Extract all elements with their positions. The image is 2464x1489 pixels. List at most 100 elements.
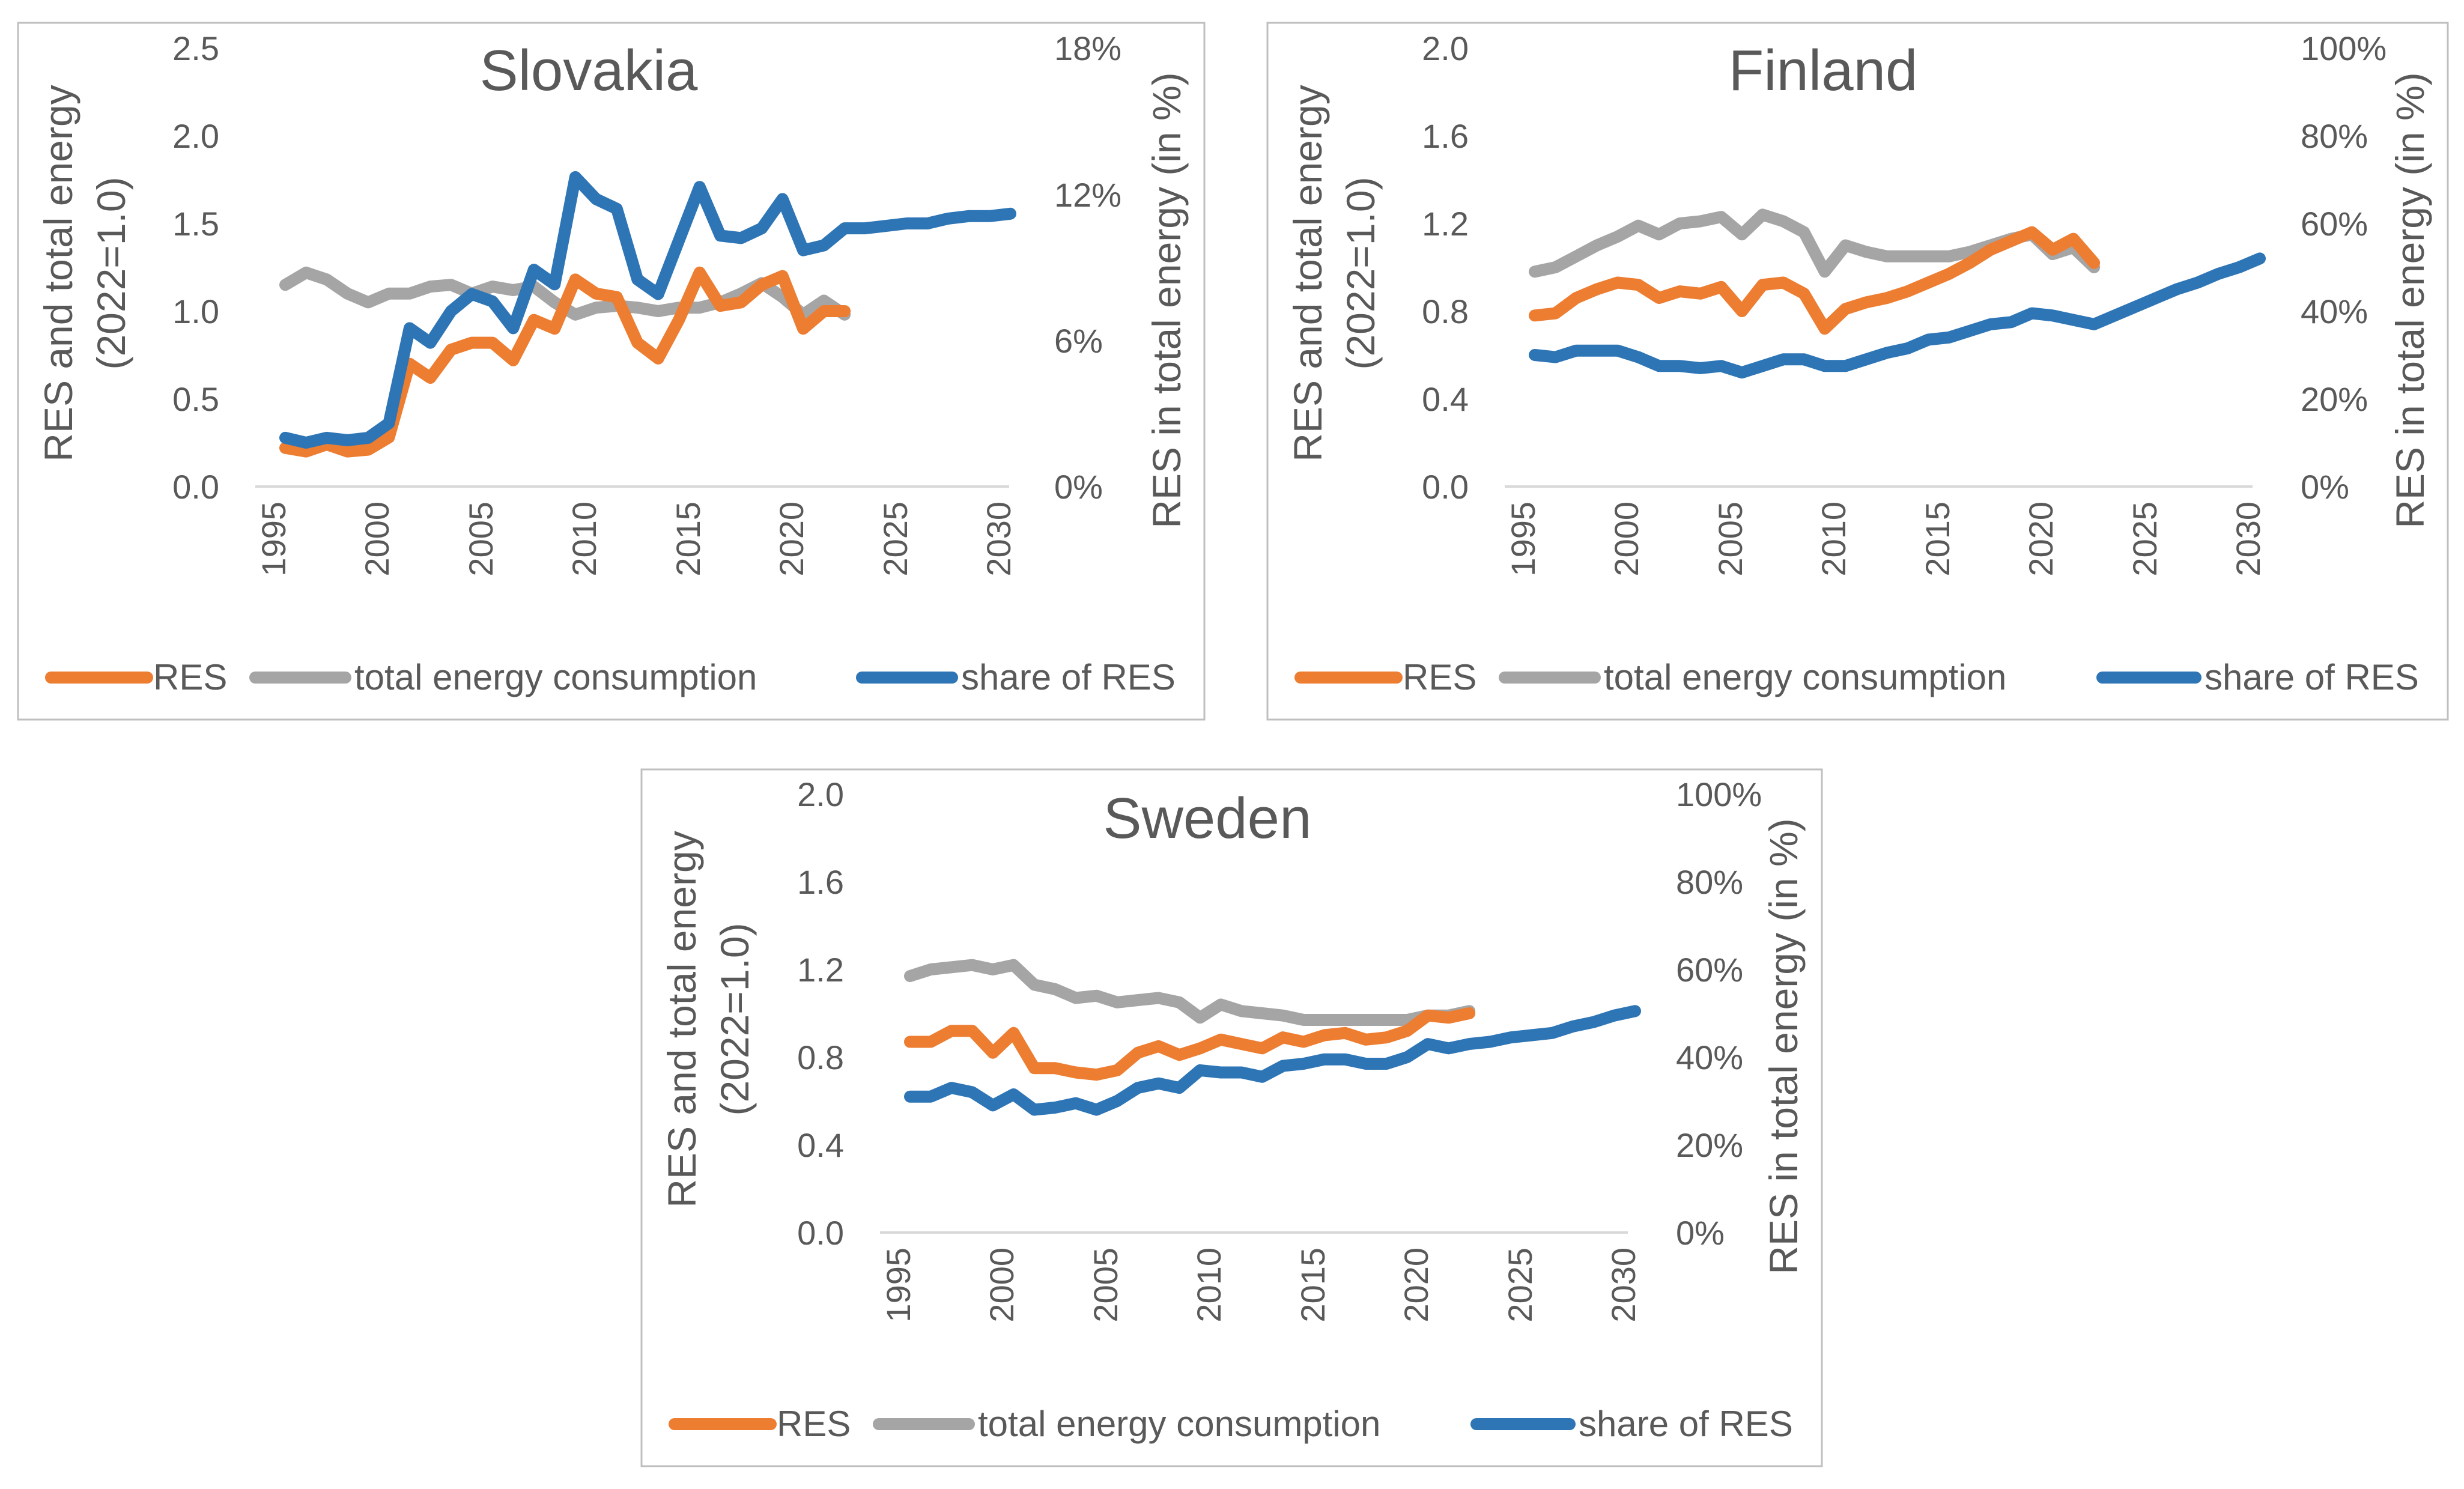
right-tick-label: 100% (2301, 29, 2387, 67)
legend-label-total-energy-consumption: total energy consumption (978, 1404, 1380, 1444)
y-axis-title-line: (2022=1.0) (712, 923, 757, 1115)
y-axis-title-right: RES in total energy (in %) (1761, 818, 1806, 1274)
x-tick-label: 2025 (1501, 1248, 1539, 1323)
x-tick-label: 2030 (1604, 1248, 1642, 1323)
x-tick-label: 1995 (879, 1248, 917, 1323)
y-axis-title-left: RES and total energy (2022=1.0) (1285, 85, 1383, 461)
right-axis-ticks: 0% 6% 12% 18% (1054, 29, 1121, 506)
left-tick-label: 0.0 (797, 1214, 844, 1252)
x-tick-label: 2005 (1711, 502, 1749, 577)
x-tick-label: 2000 (1607, 502, 1645, 577)
y-axis-title-left: RES and total energy (2022=1.0) (36, 85, 133, 461)
left-tick-label: 1.5 (172, 205, 219, 243)
right-axis-ticks: 0% 20% 40% 60% 80% 100% (1676, 775, 1762, 1252)
chart-panel-finland: Finland 0.0 0.4 0.8 1.2 1.6 2.0 0% 20% 4… (1266, 22, 2449, 721)
left-tick-label: 2.0 (1422, 29, 1469, 67)
panel-frame (1266, 22, 2449, 721)
right-tick-label: 0% (1676, 1214, 1725, 1252)
chart-title: Sweden (1103, 786, 1312, 851)
left-axis-ticks: 0.0 0.4 0.8 1.2 1.6 2.0 (1422, 29, 1469, 506)
left-tick-label: 0.4 (1422, 380, 1469, 418)
x-tick-label: 2015 (669, 502, 707, 577)
right-tick-label: 6% (1054, 322, 1103, 360)
legend-label-res: RES (1403, 657, 1476, 697)
y-axis-title-line: (2022=1.0) (1338, 177, 1383, 369)
x-tick-label: 2005 (1087, 1248, 1124, 1323)
left-tick-label: 2.0 (172, 117, 219, 155)
series-line-share-of-res (904, 1005, 1641, 1116)
right-tick-label: 0% (1054, 468, 1103, 506)
x-tick-label: 2005 (462, 502, 500, 577)
legend-label-share-of-res: share of RES (2205, 657, 2419, 697)
series-line-res (1529, 226, 2101, 335)
x-tick-label: 2020 (772, 502, 810, 577)
series-line-total-energy-consumption (904, 959, 1476, 1026)
x-tick-label: 1995 (255, 502, 293, 577)
x-tick-label: 2010 (565, 502, 603, 577)
right-tick-label: 80% (2301, 117, 2368, 155)
left-tick-label: 2.5 (172, 29, 219, 67)
left-tick-label: 0.5 (172, 380, 219, 418)
left-axis-ticks: 0.0 0.5 1.0 1.5 2.0 2.5 (172, 29, 219, 506)
panel-frame (640, 768, 1823, 1467)
left-tick-label: 2.0 (797, 775, 844, 813)
x-tick-label: 2015 (1294, 1248, 1332, 1323)
x-tick-label: 2020 (2022, 502, 2060, 577)
y-axis-title-right: RES in total energy (in %) (2388, 72, 2432, 528)
x-tick-label: 2010 (1190, 1248, 1228, 1323)
legend-label-share-of-res: share of RES (1579, 1404, 1793, 1444)
legend: RES total energy consumption share of RE… (1294, 657, 2419, 697)
left-axis-ticks: 0.0 0.4 0.8 1.2 1.6 2.0 (797, 775, 844, 1252)
x-tick-label: 2030 (2229, 502, 2267, 577)
right-tick-label: 12% (1054, 176, 1121, 214)
left-tick-label: 1.6 (1422, 117, 1469, 155)
x-tick-label: 1995 (1504, 502, 1542, 577)
plot-area (1505, 208, 2266, 488)
left-tick-label: 0.0 (1422, 468, 1469, 506)
y-axis-title-line: RES and total energy (1285, 85, 1330, 461)
chart-panel-sweden: Sweden 0.0 0.4 0.8 1.2 1.6 2.0 0% 20% 40… (640, 768, 1823, 1467)
y-axis-title-right: RES in total energy (in %) (1144, 72, 1189, 528)
series-line-share-of-res (279, 171, 1016, 449)
x-axis-ticks: 1995 2000 2005 2010 2015 2020 2025 2030 (255, 502, 1018, 577)
legend-label-res: RES (777, 1404, 851, 1444)
right-tick-label: 40% (1676, 1039, 1743, 1076)
x-axis-ticks: 1995 2000 2005 2010 2015 2020 2025 2030 (1504, 502, 2267, 577)
y-axis-title-line: RES and total energy (660, 831, 704, 1207)
x-tick-label: 2030 (980, 502, 1018, 577)
x-axis-ticks: 1995 2000 2005 2010 2015 2020 2025 2030 (879, 1248, 1642, 1323)
panel-frame (17, 22, 1206, 721)
left-tick-label: 0.8 (1422, 293, 1469, 330)
x-tick-label: 2020 (1397, 1248, 1435, 1323)
right-tick-label: 60% (1676, 951, 1743, 989)
right-tick-label: 80% (1676, 863, 1743, 901)
y-axis-title-line: (2022=1.0) (89, 177, 133, 369)
chart-title: Finland (1729, 38, 1918, 103)
y-axis-title-left: RES and total energy (2022=1.0) (660, 831, 757, 1207)
right-tick-label: 18% (1054, 29, 1121, 67)
right-tick-label: 0% (2301, 468, 2349, 506)
right-tick-label: 60% (2301, 205, 2368, 243)
legend-label-share-of-res: share of RES (961, 657, 1176, 697)
left-tick-label: 0.0 (172, 468, 219, 506)
plot-area (255, 171, 1016, 488)
left-tick-label: 1.6 (797, 863, 844, 901)
right-tick-label: 40% (2301, 293, 2368, 330)
series-line-res (279, 266, 851, 458)
right-tick-label: 100% (1676, 775, 1762, 813)
chart-title: Slovakia (480, 38, 698, 103)
x-tick-label: 2000 (358, 502, 396, 577)
left-tick-label: 0.4 (797, 1126, 844, 1164)
legend-label-res: RES (153, 657, 227, 697)
x-tick-label: 2000 (983, 1248, 1021, 1323)
left-tick-label: 1.0 (172, 293, 219, 330)
chart-panel-slovakia: Slovakia 0.0 0.5 1.0 1.5 2.0 2.5 0% 6% 1… (17, 22, 1206, 721)
left-tick-label: 0.8 (797, 1039, 844, 1076)
x-tick-label: 2025 (2126, 502, 2164, 577)
series-line-share-of-res (1529, 252, 2266, 379)
legend: RES total energy consumption share of RE… (45, 657, 1176, 697)
right-tick-label: 20% (1676, 1126, 1743, 1164)
legend: RES total energy consumption share of RE… (669, 1404, 1793, 1444)
plot-area (880, 959, 1641, 1234)
